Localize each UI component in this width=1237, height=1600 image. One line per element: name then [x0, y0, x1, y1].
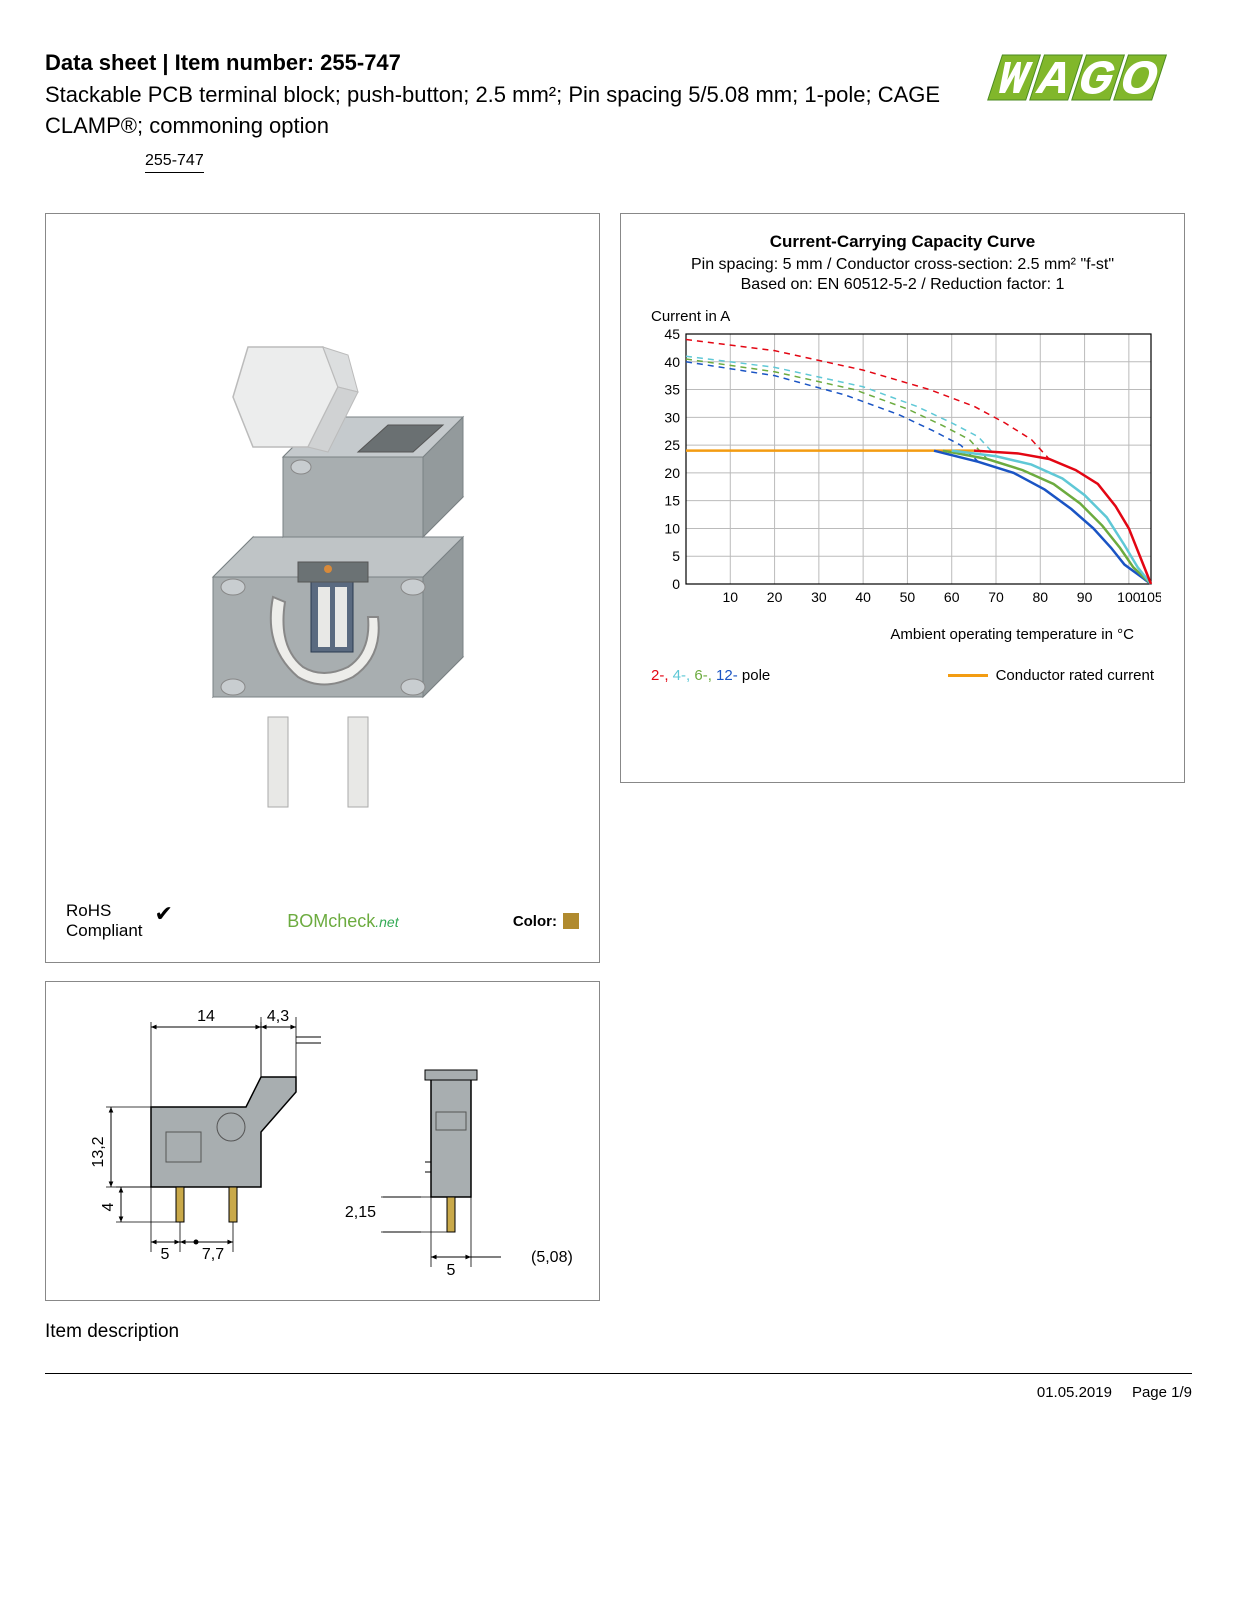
- svg-text:7,7: 7,7: [202, 1246, 224, 1263]
- title-item-number: 255-747: [320, 50, 401, 75]
- svg-text:40: 40: [664, 353, 680, 369]
- svg-text:5: 5: [161, 1246, 170, 1263]
- svg-text:2,15: 2,15: [345, 1204, 376, 1221]
- svg-text:70: 70: [988, 589, 1004, 605]
- wago-logo: [982, 50, 1192, 110]
- svg-text:100: 100: [1117, 589, 1141, 605]
- rohs-compliant: RoHS Compliant ✔: [66, 901, 173, 942]
- svg-text:35: 35: [664, 381, 680, 397]
- svg-text:4: 4: [100, 1202, 117, 1211]
- color-label-text: Color:: [513, 913, 557, 930]
- svg-text:0: 0: [672, 576, 680, 592]
- legend-pole-suffix: pole: [738, 667, 771, 684]
- compliance-row: RoHS Compliant ✔ BOMcheck.net Color:: [66, 901, 579, 942]
- title-sep: |: [156, 50, 174, 75]
- svg-text:40: 40: [855, 589, 871, 605]
- svg-text:10: 10: [664, 520, 680, 536]
- bomcheck-suffix: .net: [375, 914, 398, 930]
- footer-date: 01.05.2019: [1037, 1384, 1112, 1401]
- svg-text:14: 14: [197, 1008, 215, 1025]
- footer-page: Page 1/9: [1132, 1384, 1192, 1401]
- product-image: [66, 234, 579, 881]
- footer: 01.05.2019 Page 1/9: [45, 1384, 1192, 1401]
- legend-2pole: 2-,: [651, 667, 669, 684]
- chart-legend: 2-, 4-, 6-, 12- pole Conductor rated cur…: [641, 667, 1164, 684]
- header-text: Data sheet | Item number: 255-747 Stacka…: [45, 50, 962, 142]
- check-icon: ✔: [155, 901, 173, 927]
- chart-area: 0 5 10 15 20 25 30 35 40 45 10 20 30 40 50 60 70 80 90 1001…: [651, 329, 1164, 614]
- bomcheck-logo: BOMcheck.net: [287, 911, 398, 932]
- chart-panel: Current-Carrying Capacity Curve Pin spac…: [620, 213, 1185, 783]
- footer-rule: [45, 1373, 1192, 1374]
- svg-text:105: 105: [1139, 589, 1161, 605]
- svg-text:45: 45: [664, 329, 680, 342]
- item-number-link[interactable]: 255-747: [145, 152, 204, 173]
- svg-text:80: 80: [1032, 589, 1048, 605]
- subtitle: Stackable PCB terminal block; push-butto…: [45, 80, 962, 142]
- svg-text:20: 20: [664, 464, 680, 480]
- rated-legend: Conductor rated current: [948, 667, 1154, 684]
- rohs-label: RoHS: [66, 901, 143, 921]
- svg-text:90: 90: [1077, 589, 1093, 605]
- color-swatch: [563, 913, 579, 929]
- rated-label: Conductor rated current: [996, 667, 1154, 684]
- svg-text:25: 25: [664, 437, 680, 453]
- svg-text:60: 60: [944, 589, 960, 605]
- svg-text:5: 5: [447, 1262, 456, 1279]
- chart-subtitle1: Pin spacing: 5 mm / Conductor cross-sect…: [641, 256, 1164, 274]
- svg-text:15: 15: [664, 492, 680, 508]
- legend-12pole: 12-: [712, 667, 738, 684]
- rated-line-icon: [948, 674, 988, 677]
- header: Data sheet | Item number: 255-747 Stacka…: [45, 50, 1192, 142]
- svg-text:4,3: 4,3: [267, 1008, 289, 1025]
- svg-text:30: 30: [811, 589, 827, 605]
- main-grid: RoHS Compliant ✔ BOMcheck.net Color: Cur…: [45, 213, 1192, 963]
- page-title: Data sheet | Item number: 255-747: [45, 50, 962, 76]
- svg-text:30: 30: [664, 409, 680, 425]
- svg-text:10: 10: [722, 589, 738, 605]
- color-indicator: Color:: [513, 913, 579, 930]
- title-item-label: Item number:: [175, 50, 314, 75]
- svg-text:20: 20: [767, 589, 783, 605]
- pole-legend: 2-, 4-, 6-, 12- pole: [651, 667, 770, 684]
- svg-text:13,2: 13,2: [90, 1136, 107, 1167]
- y-axis-label: Current in A: [651, 308, 1164, 325]
- svg-text:50: 50: [900, 589, 916, 605]
- svg-text:(5,08): (5,08): [531, 1249, 573, 1266]
- item-number-row: 255-747: [145, 152, 1192, 173]
- bomcheck-main: BOMcheck: [287, 911, 375, 931]
- x-axis-label: Ambient operating temperature in °C: [641, 626, 1134, 643]
- svg-text:5: 5: [672, 548, 680, 564]
- legend-6pole: 6-,: [690, 667, 712, 684]
- chart-subtitle2: Based on: EN 60512-5-2 / Reduction facto…: [641, 276, 1164, 294]
- legend-4pole: 4-,: [669, 667, 691, 684]
- item-description-heading: Item description: [45, 1321, 1192, 1343]
- dimensions-panel: 14 4,3 13,2 4 5 7,7 2,15 5 (5,08): [45, 981, 600, 1301]
- rohs-compliant-text: Compliant: [66, 921, 143, 941]
- title-prefix: Data sheet: [45, 50, 156, 75]
- product-panel: RoHS Compliant ✔ BOMcheck.net Color:: [45, 213, 600, 963]
- chart-title: Current-Carrying Capacity Curve: [641, 232, 1164, 252]
